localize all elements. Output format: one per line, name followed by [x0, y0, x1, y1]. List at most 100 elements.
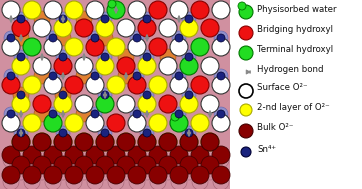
Circle shape [180, 156, 198, 174]
Circle shape [23, 146, 41, 164]
Circle shape [35, 97, 49, 111]
Circle shape [56, 12, 70, 26]
Circle shape [128, 1, 146, 19]
Circle shape [170, 114, 188, 132]
Circle shape [96, 95, 114, 113]
Circle shape [107, 38, 125, 56]
Circle shape [107, 166, 125, 184]
Circle shape [239, 26, 253, 40]
Circle shape [33, 19, 51, 37]
Circle shape [171, 174, 187, 189]
Circle shape [87, 152, 103, 168]
Circle shape [77, 135, 91, 149]
Circle shape [33, 156, 51, 174]
Circle shape [98, 21, 112, 35]
Circle shape [7, 110, 15, 118]
Circle shape [17, 129, 25, 137]
Circle shape [170, 76, 188, 94]
Circle shape [59, 129, 67, 137]
Circle shape [88, 116, 102, 130]
Circle shape [12, 19, 30, 37]
Text: Hydrogen bond: Hydrogen bond [257, 64, 324, 74]
Circle shape [49, 34, 57, 42]
Circle shape [203, 97, 217, 111]
Circle shape [240, 104, 252, 116]
Circle shape [91, 34, 99, 42]
Circle shape [191, 76, 209, 94]
Circle shape [214, 31, 228, 45]
Circle shape [128, 146, 146, 164]
Circle shape [217, 110, 225, 118]
Circle shape [175, 72, 183, 80]
Text: Sn⁴⁺: Sn⁴⁺ [257, 145, 276, 153]
Circle shape [108, 174, 124, 189]
Circle shape [214, 40, 228, 54]
Circle shape [44, 1, 62, 19]
Circle shape [14, 21, 28, 35]
Circle shape [86, 76, 104, 94]
Circle shape [34, 164, 50, 180]
Circle shape [138, 156, 156, 174]
Circle shape [117, 95, 135, 113]
Circle shape [65, 38, 83, 56]
Circle shape [149, 146, 167, 164]
Circle shape [24, 152, 40, 168]
Circle shape [77, 97, 91, 111]
Circle shape [161, 59, 175, 73]
Circle shape [159, 133, 177, 151]
Circle shape [139, 164, 155, 180]
Circle shape [143, 91, 151, 99]
Circle shape [182, 12, 196, 26]
Circle shape [180, 133, 198, 151]
Circle shape [108, 0, 116, 8]
Circle shape [180, 57, 198, 75]
Circle shape [25, 40, 39, 54]
Circle shape [98, 135, 112, 149]
Circle shape [4, 69, 18, 83]
Circle shape [75, 57, 93, 75]
Circle shape [138, 57, 156, 75]
Text: Bridging hydroxyl: Bridging hydroxyl [257, 26, 333, 35]
Circle shape [46, 31, 60, 45]
Circle shape [46, 69, 60, 83]
Circle shape [140, 21, 154, 35]
Circle shape [14, 126, 28, 140]
Circle shape [2, 76, 20, 94]
Circle shape [129, 174, 145, 189]
Circle shape [87, 174, 103, 189]
Circle shape [76, 106, 92, 122]
Circle shape [214, 107, 228, 121]
Circle shape [2, 38, 20, 56]
Circle shape [44, 166, 62, 184]
Circle shape [7, 34, 15, 42]
Circle shape [149, 76, 167, 94]
Circle shape [201, 133, 219, 151]
Circle shape [2, 114, 20, 132]
Circle shape [149, 114, 167, 132]
Circle shape [4, 3, 18, 17]
Circle shape [119, 135, 133, 149]
Circle shape [3, 152, 19, 168]
Circle shape [97, 164, 113, 180]
Circle shape [54, 19, 72, 37]
Circle shape [56, 126, 70, 140]
Circle shape [88, 3, 102, 17]
Circle shape [12, 133, 30, 151]
Circle shape [34, 106, 50, 122]
Circle shape [98, 50, 112, 64]
Circle shape [130, 40, 144, 54]
Circle shape [13, 164, 29, 180]
Circle shape [140, 59, 154, 73]
Circle shape [59, 53, 67, 61]
Circle shape [193, 78, 207, 92]
Circle shape [12, 156, 30, 174]
Circle shape [202, 164, 218, 180]
Circle shape [34, 68, 50, 84]
Circle shape [56, 97, 70, 111]
Circle shape [101, 53, 109, 61]
Circle shape [98, 126, 112, 140]
Circle shape [23, 114, 41, 132]
Text: 2-nd layer of O²⁻: 2-nd layer of O²⁻ [257, 102, 330, 112]
Circle shape [182, 50, 196, 64]
Circle shape [140, 97, 154, 111]
